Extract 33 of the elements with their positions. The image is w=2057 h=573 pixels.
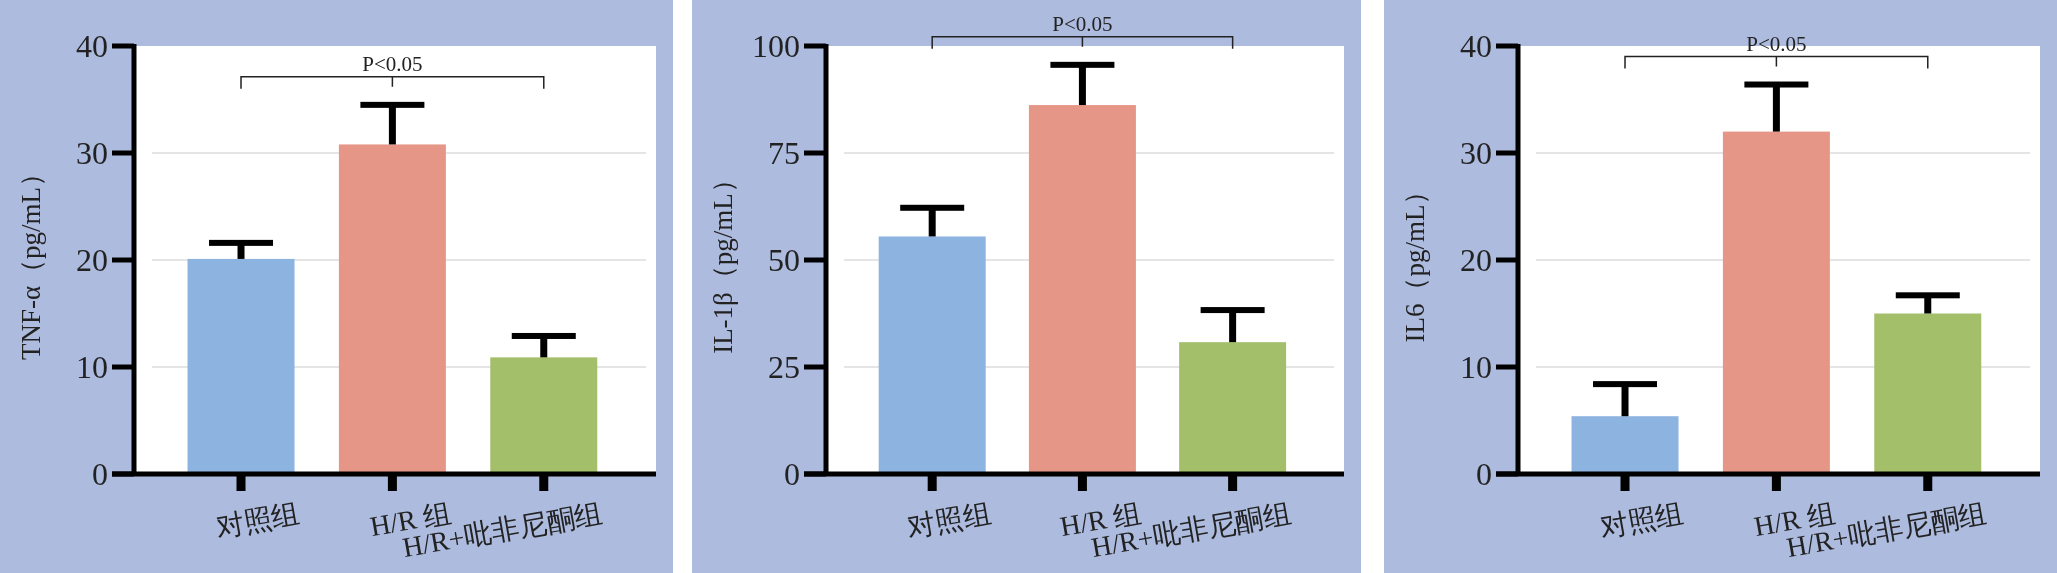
text: P<0.05 — [1052, 11, 1113, 36]
y-tick-label: 30 — [76, 135, 108, 172]
y-axis-title: TNF-α（pg/mL） — [16, 159, 46, 361]
bar — [1028, 105, 1136, 474]
y-tick-label: 40 — [76, 28, 108, 65]
bar — [187, 258, 295, 474]
y-axis-title: IL-1β（pg/mL） — [708, 166, 738, 354]
x-tick-label: 对照组 — [213, 497, 303, 543]
x-tick-label: 对照组 — [1597, 497, 1687, 543]
annotation: P<0.05 — [1746, 31, 1807, 56]
y-tick-label: 100 — [752, 28, 800, 65]
y-tick-label: 20 — [1460, 242, 1492, 279]
y-tick-label: 50 — [768, 242, 800, 279]
y-axis-title: IL6（pg/mL） — [1400, 177, 1430, 343]
bar — [1722, 131, 1830, 474]
bar — [490, 357, 598, 474]
bar — [1571, 416, 1679, 474]
bar — [1179, 342, 1287, 474]
y-tick-label: 10 — [76, 349, 108, 386]
y-tick-label: 0 — [784, 456, 800, 493]
x-tick-label: 对照组 — [905, 497, 994, 543]
bar — [338, 144, 446, 474]
y-tick-label: 0 — [92, 456, 108, 493]
y-tick-label: 40 — [1460, 28, 1492, 65]
annotation: P<0.05 — [362, 51, 423, 76]
y-tick-label: 10 — [1460, 349, 1492, 386]
y-tick-label: 30 — [1460, 135, 1492, 172]
bar — [878, 236, 986, 474]
y-tick-label: 20 — [76, 242, 108, 279]
y-tick-label: 25 — [768, 349, 800, 386]
y-tick-label: 0 — [1476, 456, 1492, 493]
bar — [1874, 313, 1982, 474]
y-tick-label: 75 — [768, 135, 800, 172]
